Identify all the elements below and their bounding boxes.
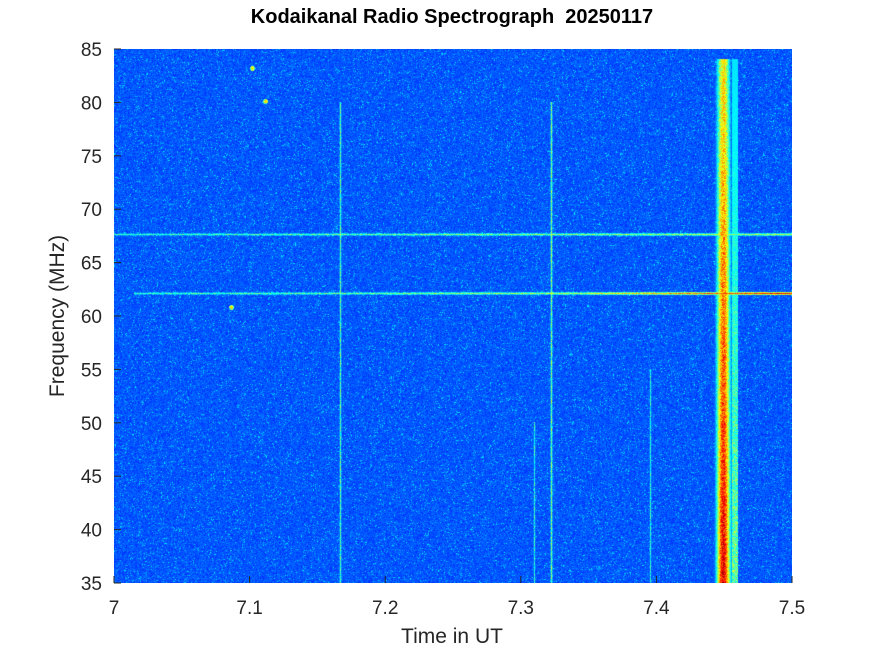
y-tick-label: 50 <box>81 414 102 435</box>
y-tick-label: 80 <box>81 93 102 114</box>
y-tick-label: 35 <box>81 574 102 595</box>
y-tick-label: 75 <box>81 147 102 168</box>
y-tick-label: 70 <box>81 200 102 221</box>
x-tick-label: 7.2 <box>372 598 398 619</box>
spectrogram-heatmap <box>114 49 792 583</box>
y-axis-ticks: 35 40 45 50 55 60 65 70 75 80 85 <box>81 40 121 595</box>
x-tick-label: 7.1 <box>236 598 262 619</box>
x-tick-label: 7.4 <box>643 598 670 619</box>
y-tick-label: 40 <box>81 521 102 542</box>
x-tick-label: 7 <box>109 598 120 619</box>
y-tick-label: 65 <box>81 254 102 275</box>
x-tick-label: 7.3 <box>508 598 534 619</box>
chart-title: Kodaikanal Radio Spectrograph 20250117 <box>251 6 653 28</box>
x-tick-label: 7.5 <box>779 598 805 619</box>
y-tick-label: 45 <box>81 467 102 488</box>
plot-area <box>114 49 792 583</box>
x-axis-ticks: 7 7.1 7.2 7.3 7.4 7.5 <box>109 576 805 619</box>
x-axis-label: Time in UT <box>401 625 503 648</box>
y-tick-label: 85 <box>81 40 102 61</box>
y-tick-label: 55 <box>81 360 102 381</box>
spectrogram-image-wrapper <box>114 49 792 583</box>
y-axis-label: Frequency (MHz) <box>46 235 69 397</box>
y-tick-label: 60 <box>81 307 102 328</box>
